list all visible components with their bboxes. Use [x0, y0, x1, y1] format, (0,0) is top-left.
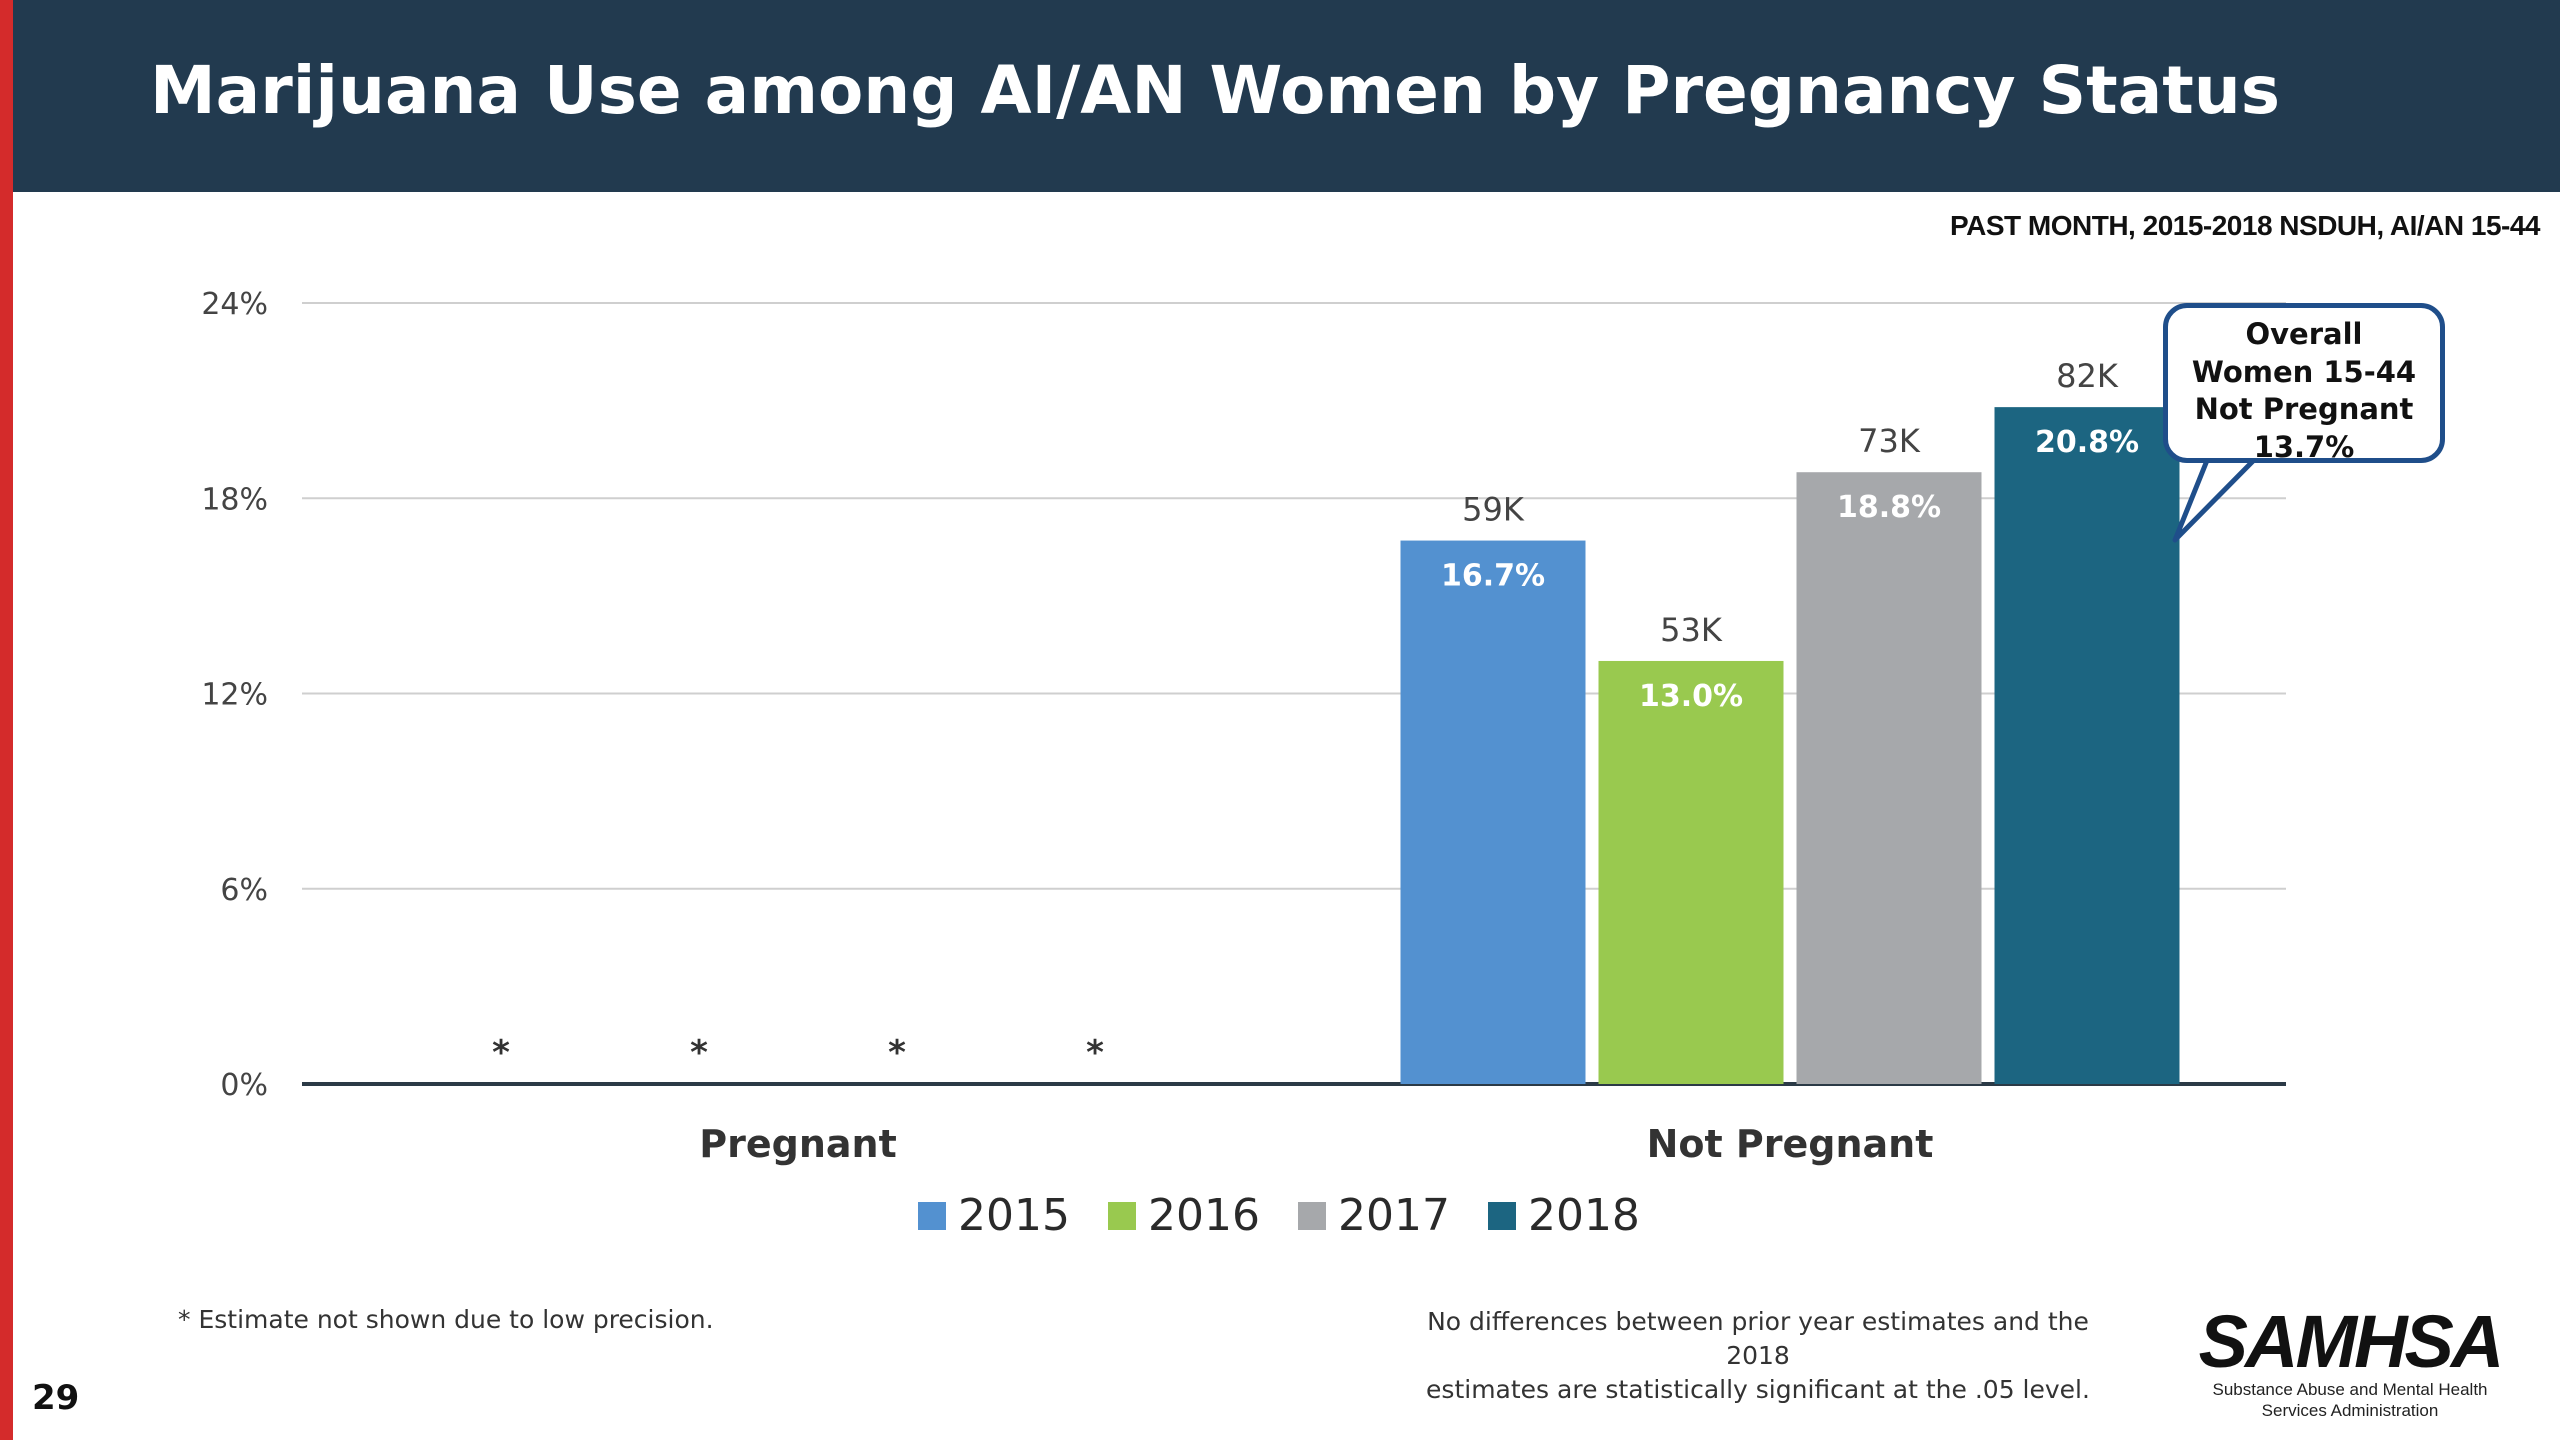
suppressed-marker: *: [888, 1033, 906, 1073]
overall-callout: Overall Women 15-44 Not Pregnant 13.7%: [2163, 303, 2445, 464]
y-tick-label: 0%: [220, 1068, 268, 1103]
footnote-line: No differences between prior year estima…: [1427, 1307, 2089, 1370]
footnote-low-precision: * Estimate not shown due to low precisio…: [178, 1305, 714, 1334]
samhsa-logo: SAMHSA Substance Abuse and Mental Health…: [2190, 1305, 2510, 1422]
chart-legend: 2015 2016 2017 2018: [918, 1190, 1640, 1241]
bar-value-label: 20.8%: [2035, 425, 2139, 460]
page-number: 29: [32, 1378, 80, 1418]
legend-swatch: [1487, 1201, 1516, 1230]
logo-subtitle-line: Services Administration: [2261, 1401, 2439, 1421]
legend-label: 2018: [1527, 1190, 1640, 1241]
legend-label: 2017: [1337, 1190, 1450, 1241]
legend-swatch: [918, 1201, 946, 1230]
bar-2016: [1598, 660, 1784, 1084]
legend-item-2018: 2018: [1487, 1190, 1640, 1241]
footnote-significance: No differences between prior year estima…: [1418, 1305, 2098, 1406]
callout-pointer: [2172, 456, 2258, 543]
page-title: Marijuana Use among AI/AN Women by Pregn…: [150, 52, 2281, 129]
bar-count-label: 73K: [1858, 422, 1921, 460]
legend-swatch: [1297, 1201, 1326, 1230]
legend-item-2015: 2015: [918, 1190, 1070, 1241]
legend-swatch: [1107, 1201, 1136, 1230]
callout-line: Overall: [2245, 317, 2363, 351]
bar-count-label: 53K: [1660, 611, 1723, 649]
legend-label: 2015: [958, 1190, 1070, 1241]
legend-item-2017: 2017: [1297, 1190, 1450, 1241]
x-category-label: Not Pregnant: [1647, 1122, 1934, 1166]
callout-line: Women 15-44: [2191, 354, 2417, 389]
bar-2017: [1796, 472, 1982, 1084]
suppressed-marker: *: [1086, 1033, 1104, 1073]
suppressed-marker: *: [492, 1033, 510, 1073]
callout-line: 13.7%: [2253, 430, 2355, 465]
logo-subtitle-line: Substance Abuse and Mental Health: [2212, 1380, 2488, 1399]
suppressed-marker: *: [690, 1033, 708, 1073]
bar-2018: [1994, 407, 2180, 1085]
y-tick-label: 18%: [201, 482, 268, 517]
accent-bar: [0, 0, 13, 1440]
bar-count-label: 82K: [2056, 357, 2119, 395]
logo-wordmark: SAMHSA: [2198, 1300, 2505, 1383]
chart-subtitle: PAST MONTH, 2015-2018 NSDUH, AI/AN 15-44: [1950, 210, 2540, 241]
callout-line: Not Pregnant: [2194, 392, 2414, 427]
bar-value-label: 16.7%: [1441, 559, 1545, 594]
title-bar: [13, 0, 2560, 192]
footnote-line: estimates are statistically significant …: [1426, 1374, 2090, 1404]
bar-value-label: 13.0%: [1639, 679, 1743, 714]
bar-2015: [1400, 540, 1586, 1084]
bar-count-label: 59K: [1462, 491, 1525, 529]
legend-label: 2016: [1147, 1190, 1260, 1241]
logo-subtitle: Substance Abuse and Mental Health Servic…: [2190, 1379, 2510, 1422]
bar-value-label: 18.8%: [1837, 490, 1941, 525]
y-tick-label: 12%: [201, 678, 268, 713]
y-tick-label: 6%: [220, 873, 268, 908]
legend-item-2016: 2016: [1107, 1190, 1260, 1241]
y-tick-label: 24%: [201, 287, 268, 322]
x-category-label: Pregnant: [699, 1122, 896, 1166]
